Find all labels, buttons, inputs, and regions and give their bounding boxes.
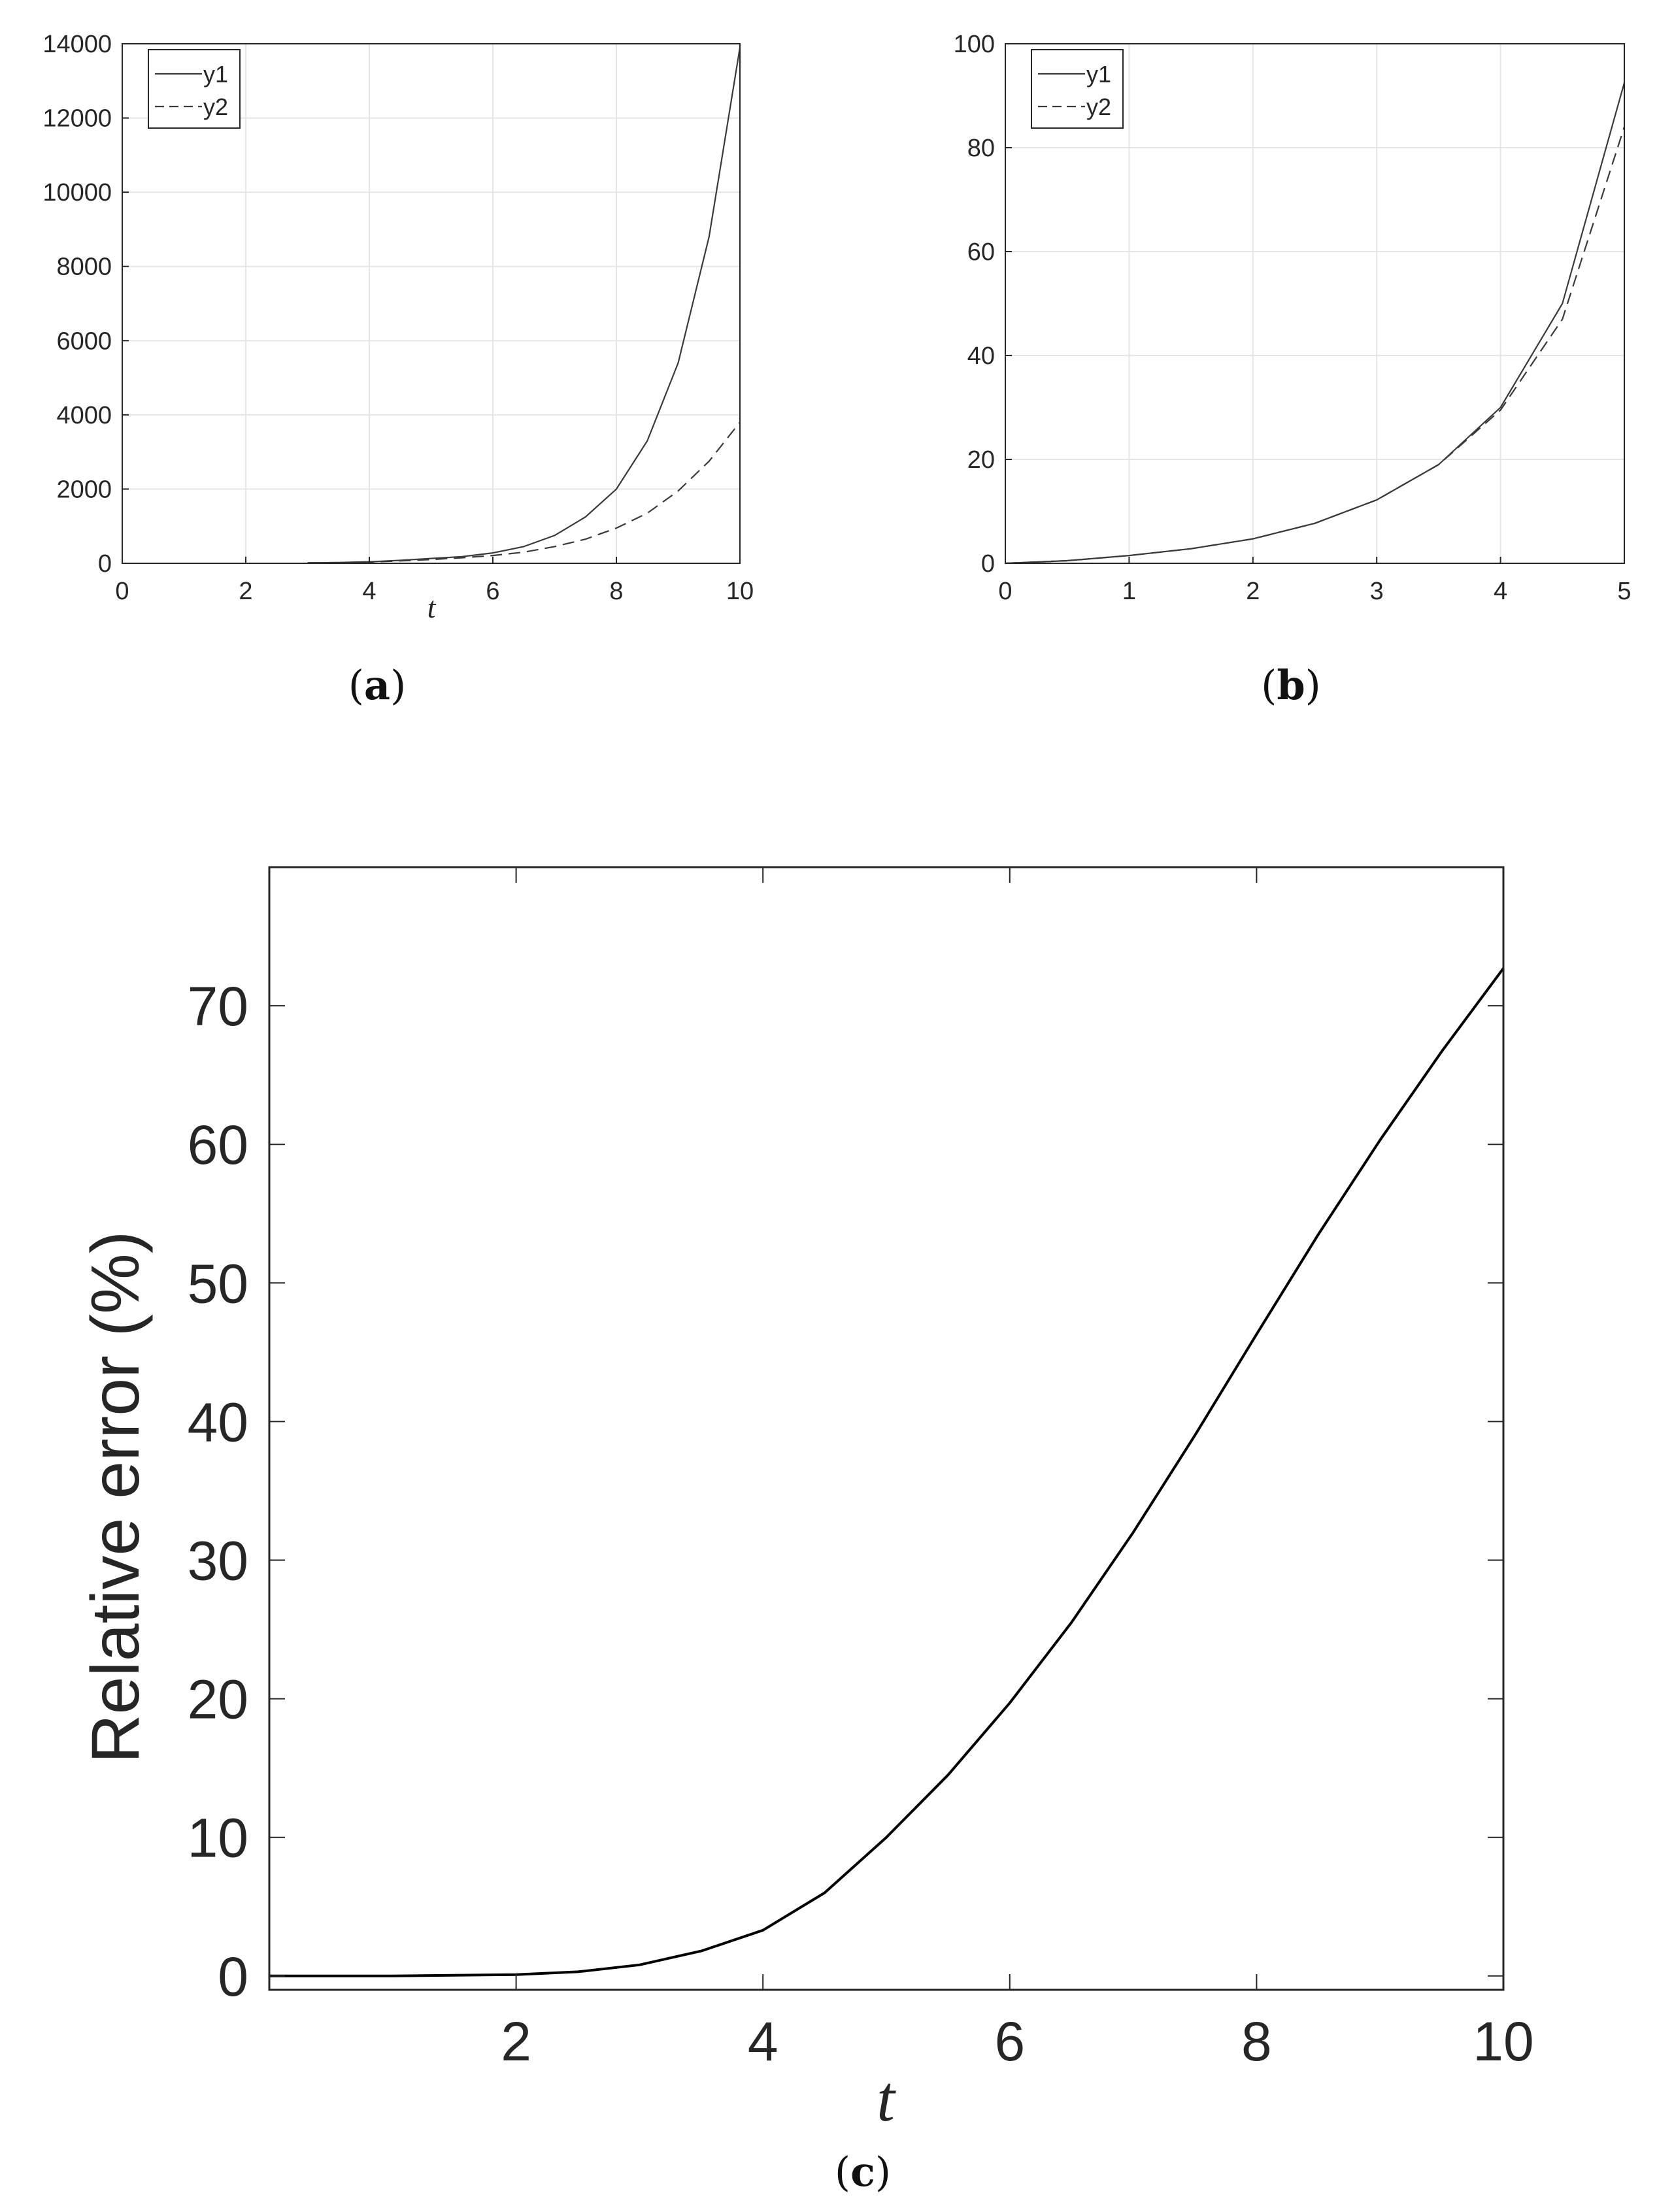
y-tick-label: 0: [218, 1946, 248, 2007]
x-tick-label: 0: [115, 578, 129, 605]
legend-label: y1: [203, 61, 228, 88]
y-tick-label: 10: [188, 1808, 248, 1869]
x-tick-label: 10: [1473, 2011, 1533, 2072]
y-tick-label: 2000: [56, 476, 112, 503]
y-tick-label: 50: [188, 1253, 248, 1314]
y-tick-label: 40: [967, 342, 995, 370]
panel-c: 2 4 6 8 10 0 10 20 30 40 50 60 70 t Relative error (%): [78, 866, 1534, 2135]
legend-label: y1: [1086, 61, 1111, 88]
x-tick-label: 3: [1370, 578, 1384, 605]
x-tick-label: 6: [994, 2011, 1025, 2072]
panel-c-caption: (c): [835, 2148, 891, 2196]
panel-a: 0 2 4 6 8 10 0 2000 4000 6000 8000 10000 12000 14000 t…: [42, 31, 754, 624]
x-axis-label: t: [427, 591, 437, 624]
y-tick-label: 100: [954, 31, 995, 58]
legend-label: y2: [1086, 93, 1111, 120]
y-tick-label: 0: [98, 550, 112, 578]
legend-label: y2: [203, 93, 228, 120]
y-tick-label: 8000: [56, 254, 112, 281]
x-tick-label: 5: [1617, 578, 1631, 605]
panel-a-caption: (a): [348, 661, 407, 709]
x-tick-label: 4: [748, 2011, 778, 2072]
x-tick-label: 2: [239, 578, 252, 605]
y-tick-label: 40: [188, 1391, 248, 1453]
y-axis-label: Relative error (%): [78, 1231, 154, 1764]
series-line-main: [269, 967, 1505, 1977]
series-line-y1: [307, 47, 741, 564]
y-tick-label: 60: [967, 239, 995, 266]
panel-b: 0 1 2 3 4 5 0 20 40 60 80 100 y1 y2: [954, 31, 1632, 605]
y-tick-label: 6000: [56, 327, 112, 355]
x-axis-label: t: [877, 2062, 896, 2135]
series-line-y2: [1005, 126, 1626, 565]
plot-area: [1005, 44, 1624, 563]
x-tick-label: 8: [1241, 2011, 1272, 2072]
plot-area: [269, 867, 1503, 1990]
axes-frame: [268, 866, 1505, 1991]
axes-frame: [1005, 43, 1625, 564]
legend-box: [1031, 49, 1124, 129]
y-tick-label: 12000: [42, 105, 112, 133]
series-line-y2: [307, 421, 741, 564]
x-tick-label: 1: [1122, 578, 1136, 605]
x-tick-label: 4: [1494, 578, 1507, 605]
x-tick-label: 4: [362, 578, 376, 605]
y-tick-label: 14000: [42, 31, 112, 58]
panel-b-caption: (b): [1261, 661, 1321, 709]
y-tick-label: 60: [188, 1114, 248, 1176]
axes-frame: [122, 43, 741, 564]
y-tick-label: 10000: [42, 179, 112, 206]
y-tick-label: 4000: [56, 402, 112, 429]
x-tick-label: 2: [1246, 578, 1260, 605]
plot-area: [122, 44, 740, 563]
y-tick-label: 0: [981, 550, 995, 578]
y-tick-label: 30: [188, 1530, 248, 1591]
legend-box: [148, 49, 241, 129]
y-tick-label: 20: [967, 446, 995, 474]
y-tick-label: 70: [188, 976, 248, 1037]
x-tick-label: 0: [998, 578, 1012, 605]
x-tick-label: 10: [726, 578, 754, 605]
x-tick-label: 8: [609, 578, 623, 605]
y-tick-label: 20: [188, 1669, 248, 1730]
x-tick-label: 6: [486, 578, 499, 605]
x-tick-label: 2: [501, 2011, 531, 2072]
y-tick-label: 80: [967, 135, 995, 162]
